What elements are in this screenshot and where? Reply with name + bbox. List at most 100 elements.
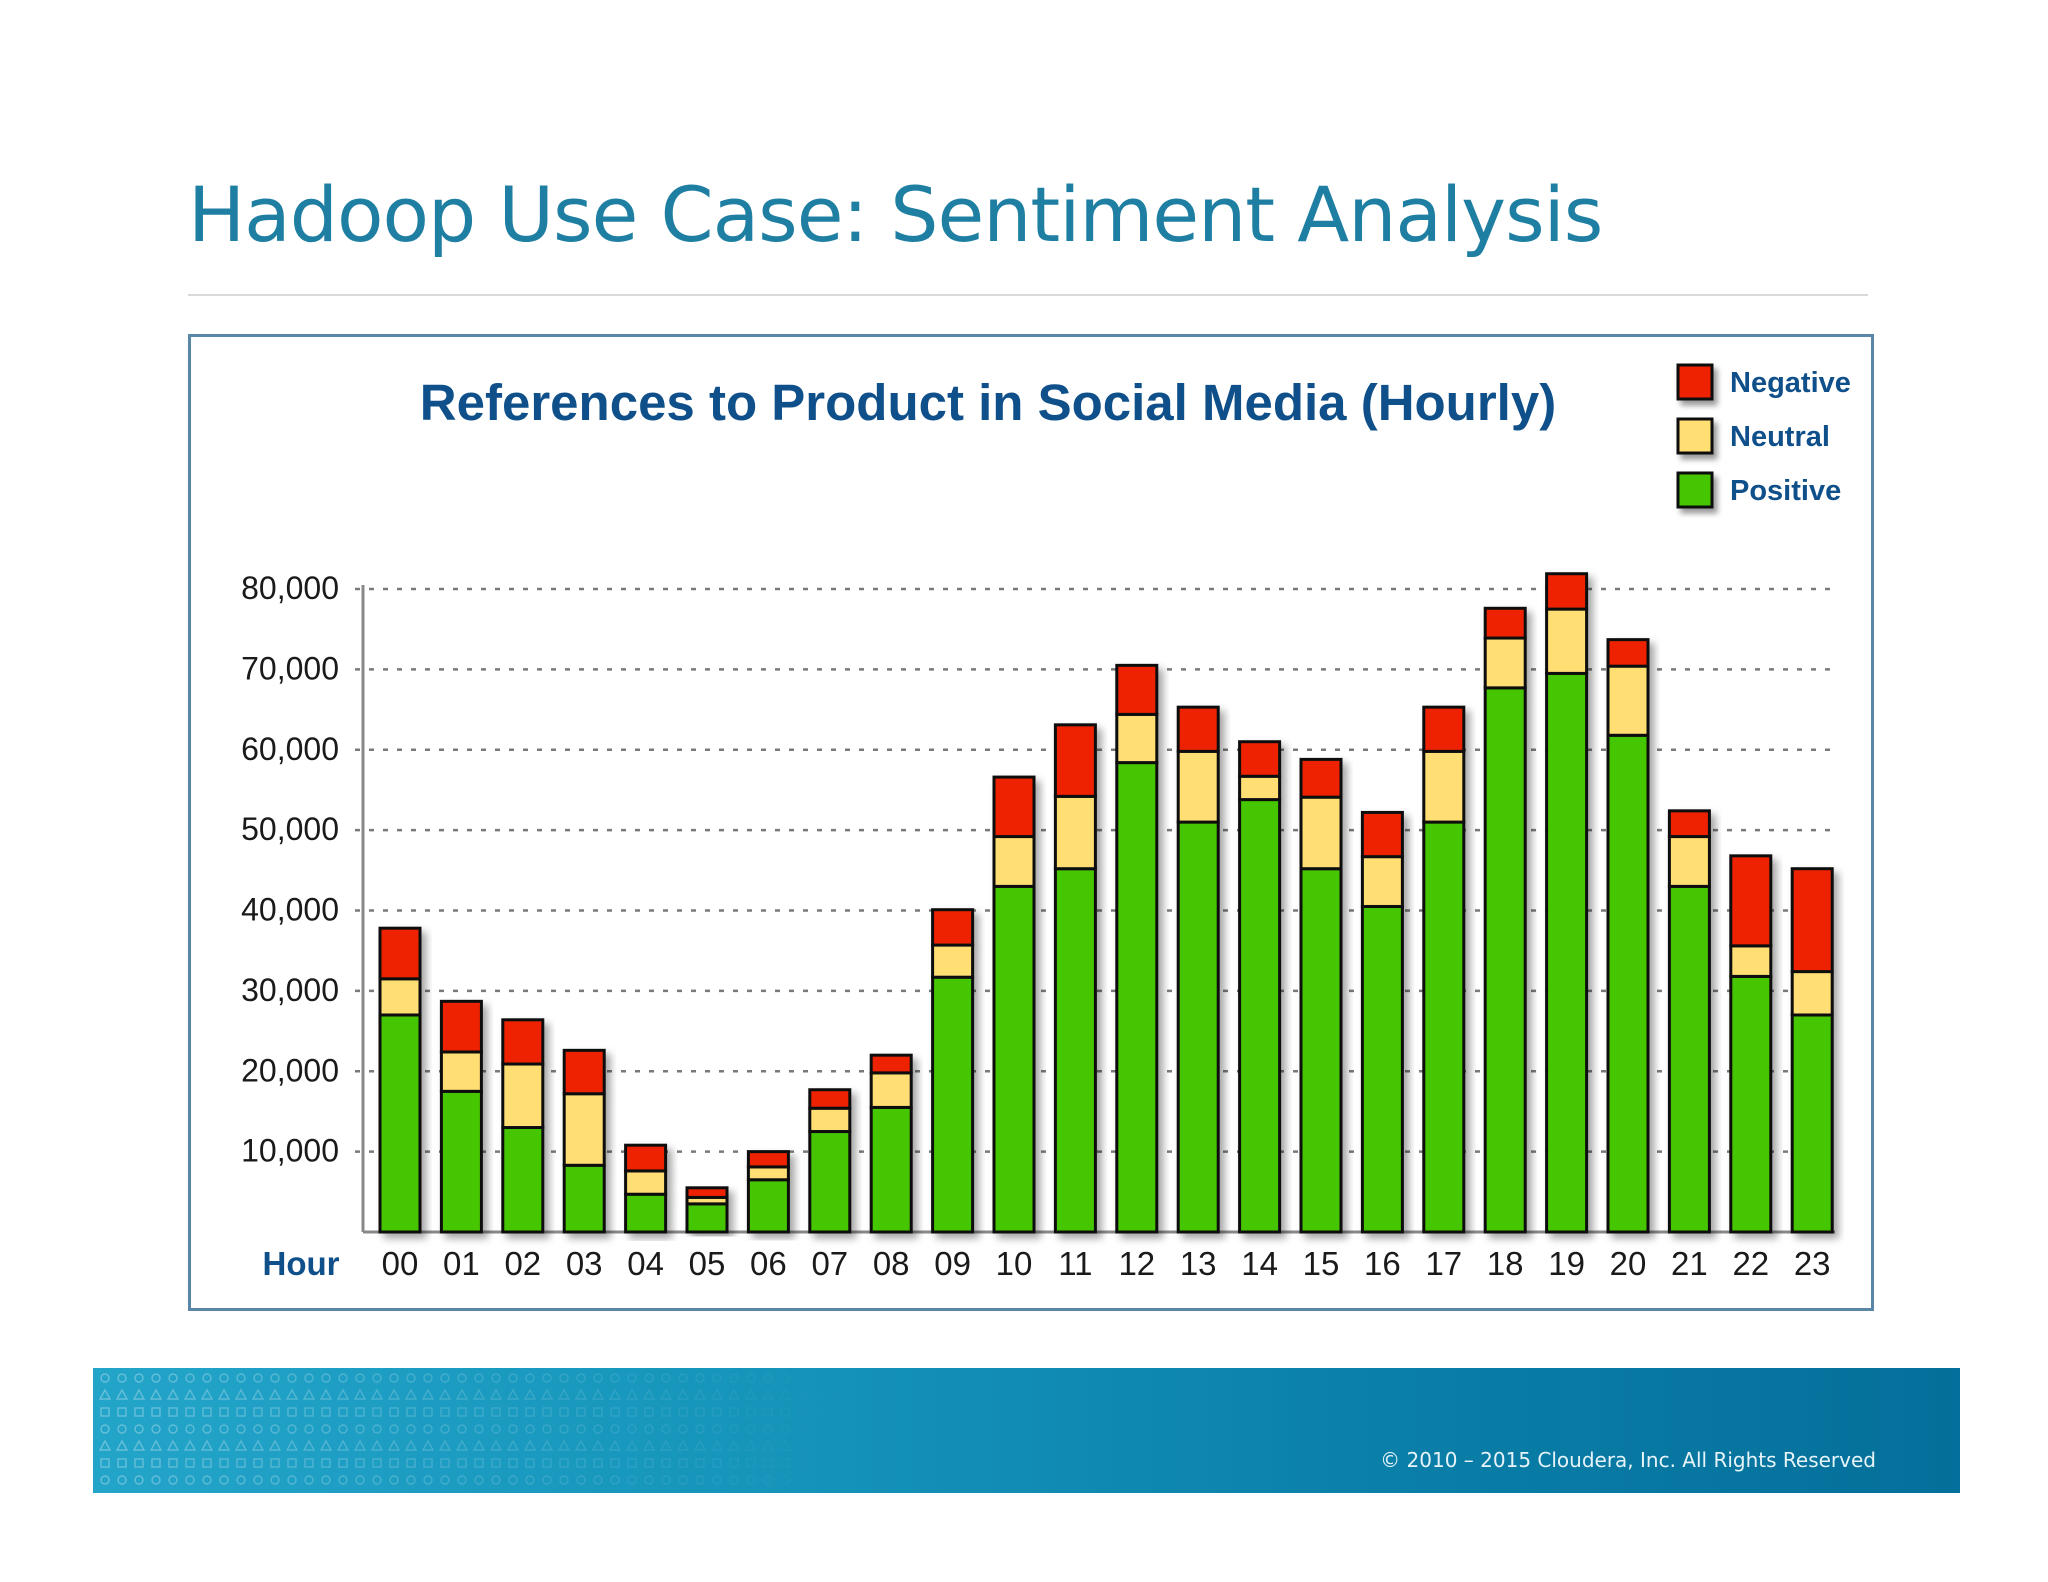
footer-pattern-glyph [576, 1424, 586, 1434]
footer-pattern-glyph [559, 1475, 569, 1485]
footer-pattern-glyph [166, 1388, 180, 1400]
chart-title: References to Product in Social Media (H… [420, 374, 1556, 431]
footer-pattern-glyph [832, 1408, 840, 1416]
footer-pattern-glyph [712, 1458, 722, 1468]
footer-pattern-glyph [166, 1439, 180, 1451]
bar-stack-00 [378, 926, 422, 1234]
footer-pattern-glyph [746, 1424, 756, 1434]
bar-neutral-01 [439, 1050, 483, 1093]
footer-pattern-glyph [319, 1388, 333, 1400]
footer-pattern-glyph [559, 1407, 569, 1417]
footer-pattern-glyph [678, 1458, 688, 1468]
footer-pattern-glyph [321, 1424, 331, 1434]
footer-pattern-glyph [115, 1388, 129, 1400]
footer-pattern-glyph [355, 1424, 365, 1434]
footer-pattern-glyph [472, 1388, 486, 1400]
footer-pattern-glyph [236, 1475, 246, 1485]
footer-pattern-glyph [100, 1458, 110, 1468]
x-tick-label-12: 12 [1118, 1245, 1155, 1282]
bar-positive-06 [746, 1178, 790, 1234]
footer-pattern-glyph [270, 1424, 280, 1434]
footer-pattern-glyph [236, 1458, 246, 1468]
bar-positive-03 [562, 1163, 606, 1234]
x-tick-label-17: 17 [1425, 1245, 1462, 1282]
footer-pattern-glyph [132, 1439, 146, 1451]
footer-pattern-glyph [457, 1407, 467, 1417]
bar-stack-15 [1299, 757, 1343, 1234]
footer-pattern-glyph [814, 1441, 824, 1450]
bar-stack-08 [869, 1053, 913, 1234]
footer-pattern-glyph [659, 1388, 673, 1400]
bar-stack-17 [1422, 705, 1466, 1234]
footer-pattern-glyph [693, 1388, 707, 1400]
footer-pattern-glyph [355, 1458, 365, 1468]
footer-pattern-glyph [780, 1390, 790, 1399]
footer-pattern-glyph [304, 1373, 314, 1383]
footer-pattern-glyph [797, 1390, 807, 1399]
footer-pattern-glyph [287, 1475, 297, 1485]
footer-pattern-glyph [185, 1424, 195, 1434]
footer-pattern-glyph [557, 1388, 571, 1400]
footer-pattern-glyph [695, 1407, 705, 1417]
footer-pattern-glyph [338, 1373, 348, 1383]
footer-pattern-glyph [678, 1475, 688, 1485]
bar-positive-17 [1422, 820, 1466, 1234]
bar-neutral-20 [1606, 664, 1650, 737]
footer-pattern-glyph [661, 1407, 671, 1417]
footer-pattern-glyph [134, 1373, 144, 1383]
bar-negative-14 [1238, 740, 1282, 778]
footer-pattern-glyph [423, 1373, 433, 1383]
footer-pattern-glyph [744, 1388, 758, 1400]
footer-pattern-glyph [797, 1441, 807, 1450]
bar-negative-20 [1606, 638, 1650, 668]
footer-pattern-glyph [117, 1475, 127, 1485]
footer-pattern-glyph [729, 1475, 739, 1485]
footer-pattern-glyph [593, 1407, 603, 1417]
footer-pattern-glyph [695, 1424, 705, 1434]
footer-pattern-glyph [234, 1388, 248, 1400]
footer-pattern-glyph [117, 1458, 127, 1468]
footer-pattern-glyph [712, 1373, 722, 1383]
footer-pattern-glyph [319, 1439, 333, 1451]
footer-pattern-glyph [355, 1475, 365, 1485]
x-axis-title: Hour [263, 1245, 340, 1282]
footer-pattern-glyph [542, 1475, 552, 1485]
footer-pattern-glyph [525, 1475, 535, 1485]
footer-pattern-glyph [474, 1424, 484, 1434]
footer-pattern-glyph [523, 1439, 537, 1451]
footer-pattern-glyph [389, 1475, 399, 1485]
footer-pattern-glyph [746, 1475, 756, 1485]
footer-pattern-glyph [304, 1407, 314, 1417]
footer-pattern-glyph [815, 1408, 823, 1416]
bar-neutral-16 [1360, 855, 1404, 908]
footer-pattern-glyph [540, 1388, 554, 1400]
footer-pattern-glyph [593, 1458, 603, 1468]
footer-pattern-glyph [151, 1424, 161, 1434]
sentiment-stacked-bar-chart: 10,000 20,000 30,000 40,000 50,000 60,000 70,0… [241, 363, 1851, 1282]
footer-pattern-glyph [710, 1439, 724, 1451]
x-tick-label-04: 04 [627, 1245, 664, 1282]
footer-pattern-glyph [134, 1407, 144, 1417]
footer-pattern-glyph [304, 1458, 314, 1468]
y-tick-label: 60,000 [241, 731, 339, 767]
footer-pattern-glyph [270, 1407, 280, 1417]
footer-pattern-glyph [168, 1373, 178, 1383]
footer-pattern-glyph [117, 1373, 127, 1383]
x-tick-label-13: 13 [1180, 1245, 1217, 1282]
footer-pattern-glyph [185, 1458, 195, 1468]
footer-pattern-glyph [100, 1373, 110, 1383]
footer-pattern-glyph [712, 1424, 722, 1434]
footer-pattern-glyph [270, 1373, 280, 1383]
footer-pattern-glyph [661, 1373, 671, 1383]
footer-pattern-glyph [353, 1439, 367, 1451]
footer-pattern-glyph [695, 1475, 705, 1485]
footer-pattern-glyph [525, 1458, 535, 1468]
footer-pattern-glyph [593, 1424, 603, 1434]
bar-stack-05 [685, 1186, 729, 1234]
bar-negative-17 [1422, 705, 1466, 753]
bar-stacks [378, 572, 1834, 1234]
footer-pattern-glyph [763, 1475, 773, 1485]
footer-pattern-glyph [593, 1373, 603, 1383]
bar-negative-03 [562, 1048, 606, 1096]
x-tick-label-20: 20 [1610, 1245, 1647, 1282]
